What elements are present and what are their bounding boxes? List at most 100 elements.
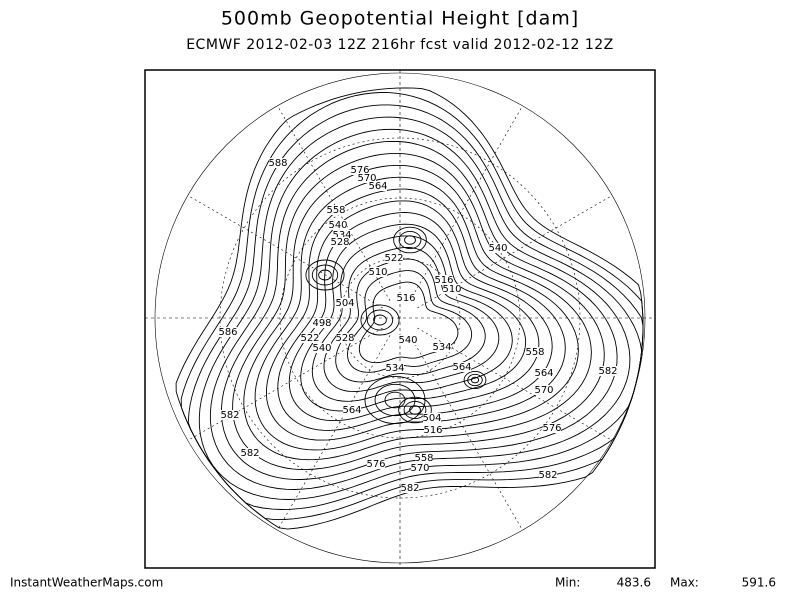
label-background <box>443 284 461 294</box>
contour-label: 534 <box>432 342 451 353</box>
contour-low <box>366 309 394 331</box>
label-background <box>401 483 419 493</box>
label-background <box>453 362 471 372</box>
min-label: Min: <box>555 576 580 590</box>
contour-label: 534 <box>385 363 404 374</box>
contour-label: 540 <box>488 243 507 254</box>
label-background <box>327 205 345 215</box>
contour-label: 582 <box>400 483 419 494</box>
contour-low <box>398 396 432 424</box>
contour-label: 498 <box>312 318 331 329</box>
contour-label: 510 <box>368 267 387 278</box>
label-background <box>543 423 561 433</box>
source: InstantWeatherMaps.com <box>10 576 163 590</box>
contour-low <box>311 264 339 286</box>
contour-label: 582 <box>220 410 239 421</box>
label-background <box>489 243 507 253</box>
contour-label: 570 <box>410 463 429 474</box>
contour-line <box>323 246 500 393</box>
contour-line <box>209 128 631 490</box>
label-background <box>369 267 387 277</box>
contour-label: 522 <box>384 253 403 264</box>
contour-label: 564 <box>368 181 387 192</box>
latitude-circle <box>339 257 461 379</box>
meridian <box>409 105 523 301</box>
label-background <box>336 333 354 343</box>
contour-label: 564 <box>534 368 553 379</box>
contour-line <box>254 176 579 451</box>
contour-label: 564 <box>452 362 471 373</box>
contour-label: 582 <box>240 448 259 459</box>
label-background <box>336 298 354 308</box>
contour-low <box>360 304 400 336</box>
label-background <box>269 158 287 168</box>
contour-line <box>243 164 592 461</box>
meridian <box>277 335 391 531</box>
label-background <box>599 366 617 376</box>
contour-label: 510 <box>442 284 461 295</box>
contour-line <box>232 152 605 471</box>
contour-line <box>277 200 553 431</box>
contour-label: 558 <box>326 205 345 216</box>
contour-label: 540 <box>398 335 417 346</box>
contour-label: 570 <box>357 173 376 184</box>
min-value: 483.6 <box>617 576 651 590</box>
contour-label: 504 <box>422 413 441 424</box>
label-background <box>367 459 385 469</box>
contour-low <box>403 400 427 420</box>
contour-label: 516 <box>423 425 442 436</box>
contour-line <box>175 87 644 530</box>
label-background <box>397 293 415 303</box>
label-background <box>423 413 441 423</box>
label-background <box>424 425 442 435</box>
label-background <box>369 181 387 191</box>
contour-label: 582 <box>538 470 557 481</box>
contour-low <box>409 405 421 415</box>
label-background <box>526 347 544 357</box>
contour-line <box>187 104 644 510</box>
max-value: 591.6 <box>742 576 776 590</box>
label-background <box>343 405 361 415</box>
label-background <box>415 453 433 463</box>
label-background <box>435 275 453 285</box>
contour-low <box>470 376 480 384</box>
contour-label: 540 <box>328 220 347 231</box>
label-background <box>301 333 319 343</box>
contour-line <box>335 258 486 383</box>
latitude-circle <box>279 197 521 439</box>
contour-label: 504 <box>335 298 354 309</box>
label-background <box>331 237 349 247</box>
contour-line <box>180 92 644 521</box>
contour-label: 586 <box>218 327 237 338</box>
contour-low <box>404 235 416 245</box>
map-boundary <box>154 72 646 564</box>
label-background <box>358 173 376 183</box>
contour-line <box>265 188 566 441</box>
contour-label: 588 <box>268 158 287 169</box>
label-background <box>539 470 557 480</box>
label-background <box>221 410 239 420</box>
contour-low <box>364 375 426 425</box>
label-background <box>399 335 417 345</box>
contour-label: 582 <box>598 366 617 377</box>
contour-low <box>463 370 487 390</box>
contour-label: 558 <box>414 453 433 464</box>
label-background <box>411 463 429 473</box>
contour-line <box>311 235 513 402</box>
label-background <box>313 318 331 328</box>
contour-label: 576 <box>350 165 369 176</box>
contour-low <box>373 314 387 326</box>
contour-label: 522 <box>300 333 319 344</box>
contour-low <box>467 373 483 387</box>
label-background <box>219 327 237 337</box>
contour-line <box>198 116 643 500</box>
contour-labels: 5885765705645585405345285225105044985225… <box>218 158 618 494</box>
label-background <box>329 220 347 230</box>
subtitle: ECMWF 2012-02-03 12Z 216hr fcst valid 20… <box>186 37 614 53</box>
contour-label: 564 <box>342 405 361 416</box>
contour-line <box>221 140 618 480</box>
contour-low <box>393 226 427 254</box>
label-background <box>433 342 451 352</box>
